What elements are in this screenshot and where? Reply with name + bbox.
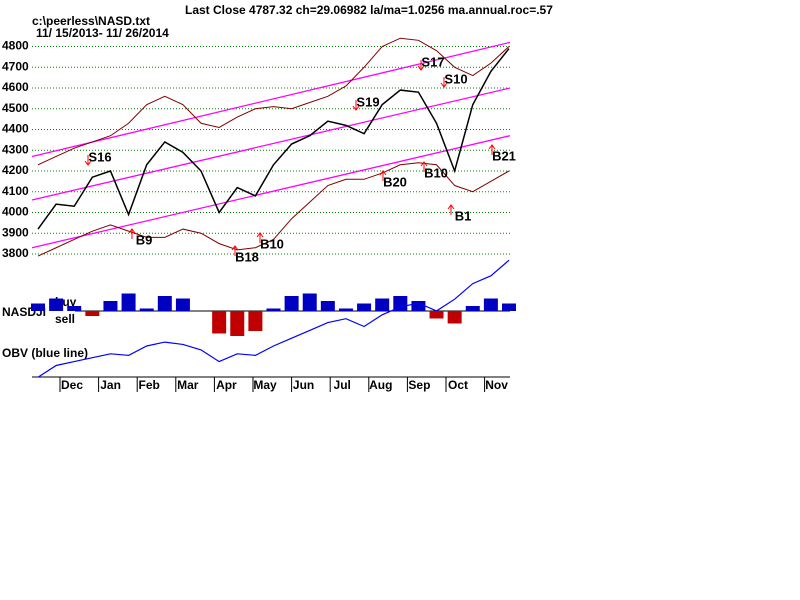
indicator-bar: [302, 293, 317, 311]
y-tick-label: 4300: [2, 142, 29, 156]
signal-label: B20: [383, 174, 407, 189]
indicator-bar: [157, 296, 172, 311]
y-tick-label: 4200: [2, 163, 29, 177]
signal-label: S10: [444, 71, 467, 86]
obv-label: OBV (blue line): [2, 346, 88, 360]
signal-arrow: [352, 100, 360, 111]
signal-label: S16: [88, 149, 111, 164]
y-tick-label: 3800: [2, 246, 29, 260]
indicator-bar: [483, 298, 498, 311]
signal-arrow: [488, 144, 496, 155]
signal-arrow: [440, 77, 448, 88]
signal-label: B1: [455, 208, 472, 223]
x-tick-label: Nov: [485, 378, 508, 392]
indicator-bar: [429, 311, 444, 319]
x-tick-label: Jul: [334, 378, 351, 392]
signal-arrow: [379, 170, 387, 181]
indicator-bar: [121, 293, 136, 311]
series-line: [37, 162, 510, 257]
indicator-bar: [85, 311, 100, 316]
y-tick-label: 4800: [2, 39, 29, 53]
sell-label: sell: [55, 312, 75, 326]
series-line: [37, 37, 510, 166]
indicator-bar: [338, 308, 353, 311]
file-label: c:\peerless\NASD.txt: [32, 14, 150, 28]
x-tick-label: Aug: [369, 378, 392, 392]
x-tick-label: Jun: [293, 378, 314, 392]
indicator-bar: [357, 303, 372, 311]
x-tick-label: Jan: [100, 378, 121, 392]
indicator-bar: [284, 296, 299, 311]
signal-label: S17: [421, 54, 444, 69]
signal-arrow: [256, 232, 264, 243]
signal-arrow: [128, 228, 136, 239]
y-tick-label: 4700: [2, 59, 29, 73]
indicator-bar: [49, 298, 64, 311]
indicator-bar: [103, 301, 118, 311]
y-tick-label: 4000: [2, 205, 29, 219]
indicator-bar: [139, 308, 154, 311]
signal-label: B10: [424, 165, 448, 180]
indicator-bar: [31, 303, 45, 311]
signal-label: B10: [260, 236, 284, 251]
signal-arrow: [231, 245, 239, 256]
signal-arrow: [84, 155, 92, 166]
signal-label: B18: [235, 249, 259, 264]
indicator-bar: [248, 311, 263, 331]
signal-label: S19: [356, 94, 379, 109]
indicator-bar: [175, 298, 190, 311]
indicator-bar: [393, 296, 408, 311]
y-tick-label: 4500: [2, 101, 29, 115]
chart-title: Last Close 4787.32 ch=29.06982 la/ma=1.0…: [185, 3, 553, 17]
y-tick-label: 4100: [2, 184, 29, 198]
signal-label: B21: [492, 148, 516, 163]
y-tick-label: 4400: [2, 122, 29, 136]
x-tick-label: Oct: [448, 378, 468, 392]
indicator-bar: [502, 303, 516, 311]
signal-arrow: [417, 60, 425, 71]
indicator-bar: [67, 306, 82, 311]
indicator-bar: [375, 298, 390, 311]
x-tick-label: Dec: [61, 378, 83, 392]
obv-line: [37, 259, 510, 378]
indicator-bar: [212, 311, 227, 334]
signal-arrow: [447, 204, 455, 215]
indicator-bar: [447, 311, 462, 324]
trend-line: [31, 135, 511, 249]
signal-label: B9: [136, 232, 153, 247]
indicator-bar: [411, 301, 426, 311]
x-tick-label: Sep: [408, 378, 430, 392]
trend-line: [31, 41, 511, 158]
indicator-bar: [266, 308, 281, 311]
date-range: 11/ 15/2013- 11/ 26/2014: [36, 26, 169, 40]
indicator-bar: [320, 301, 335, 311]
y-tick-label: 4600: [2, 80, 29, 94]
x-tick-label: Mar: [177, 378, 199, 392]
x-tick-label: Feb: [139, 378, 160, 392]
x-tick-label: May: [253, 378, 277, 392]
signal-arrow: [420, 161, 428, 172]
trend-line: [31, 87, 511, 201]
x-tick-label: Apr: [216, 378, 237, 392]
series-line: [37, 48, 510, 230]
indicator-bar: [230, 311, 245, 336]
y-tick-label: 3900: [2, 225, 29, 239]
indicator-bar: [465, 306, 480, 311]
